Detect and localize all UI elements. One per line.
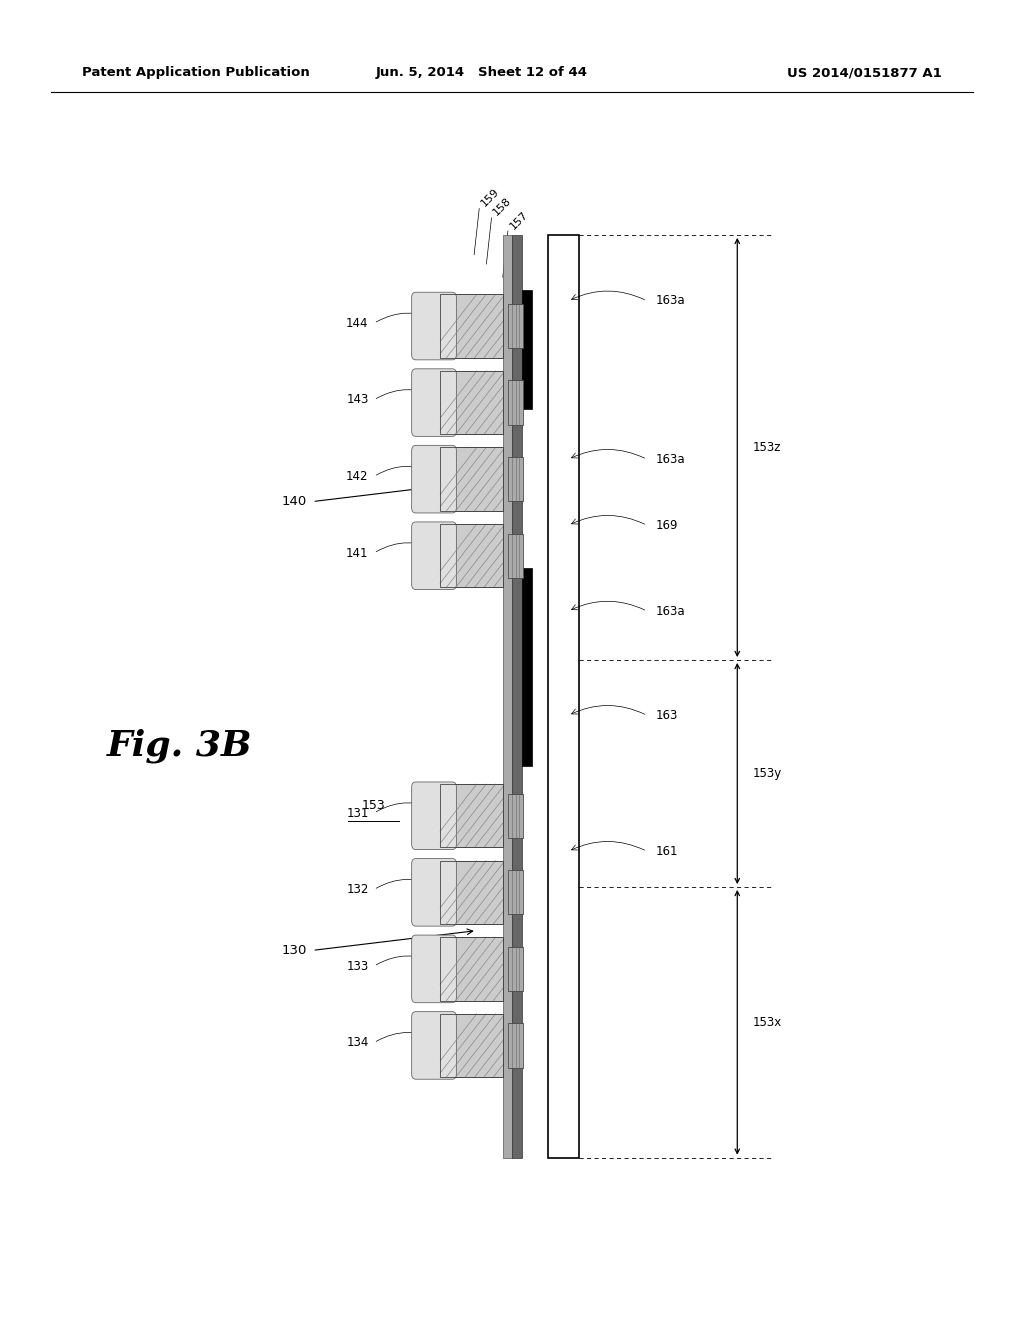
Text: 141: 141: [346, 546, 369, 560]
Bar: [440, 294, 503, 358]
Bar: [522, 568, 532, 766]
Text: 163a: 163a: [655, 294, 685, 308]
Text: 161: 161: [655, 845, 678, 858]
Bar: [522, 290, 532, 409]
Bar: [508, 793, 523, 838]
Bar: [440, 524, 503, 587]
Text: Patent Application Publication: Patent Application Publication: [82, 66, 309, 79]
FancyBboxPatch shape: [412, 1011, 457, 1080]
Bar: [508, 457, 523, 502]
FancyBboxPatch shape: [412, 521, 457, 590]
FancyBboxPatch shape: [412, 781, 457, 850]
FancyBboxPatch shape: [412, 935, 457, 1003]
Bar: [503, 235, 512, 1158]
Bar: [440, 371, 503, 434]
Text: US 2014/0151877 A1: US 2014/0151877 A1: [787, 66, 942, 79]
FancyBboxPatch shape: [412, 292, 457, 360]
Text: 153z: 153z: [753, 441, 781, 454]
Bar: [440, 447, 503, 511]
Text: 163: 163: [655, 709, 678, 722]
Bar: [508, 946, 523, 991]
Text: 144: 144: [346, 317, 369, 330]
Bar: [508, 380, 523, 425]
Text: 134: 134: [346, 1036, 369, 1049]
Text: 153y: 153y: [753, 767, 782, 780]
FancyBboxPatch shape: [412, 858, 457, 927]
Text: 140: 140: [282, 495, 307, 508]
Text: 131: 131: [346, 807, 369, 820]
Bar: [440, 861, 503, 924]
Bar: [508, 304, 523, 348]
Bar: [440, 937, 503, 1001]
Bar: [440, 784, 503, 847]
Bar: [440, 294, 503, 358]
Text: 157: 157: [508, 209, 529, 231]
Text: 159: 159: [479, 186, 501, 209]
Text: 133: 133: [346, 960, 369, 973]
Text: Fig. 3B: Fig. 3B: [106, 729, 252, 763]
Text: 130: 130: [282, 944, 307, 957]
Text: 153x: 153x: [753, 1016, 782, 1028]
FancyBboxPatch shape: [412, 445, 457, 513]
Bar: [548, 235, 579, 1158]
Bar: [440, 1014, 503, 1077]
Bar: [508, 1023, 523, 1068]
Bar: [512, 235, 522, 1158]
Text: 169: 169: [655, 519, 678, 532]
Text: 163a: 163a: [655, 453, 685, 466]
Bar: [440, 1014, 503, 1077]
FancyBboxPatch shape: [412, 368, 457, 437]
Text: 158: 158: [492, 195, 513, 218]
Bar: [440, 937, 503, 1001]
Text: 143: 143: [346, 393, 369, 407]
Text: 163a: 163a: [655, 605, 685, 618]
Bar: [508, 533, 523, 578]
Text: Jun. 5, 2014   Sheet 12 of 44: Jun. 5, 2014 Sheet 12 of 44: [375, 66, 588, 79]
Bar: [440, 371, 503, 434]
Text: 142: 142: [346, 470, 369, 483]
Text: 153: 153: [361, 799, 386, 812]
Bar: [508, 870, 523, 915]
Bar: [440, 784, 503, 847]
Bar: [440, 447, 503, 511]
Bar: [440, 524, 503, 587]
Text: 132: 132: [346, 883, 369, 896]
Bar: [440, 861, 503, 924]
